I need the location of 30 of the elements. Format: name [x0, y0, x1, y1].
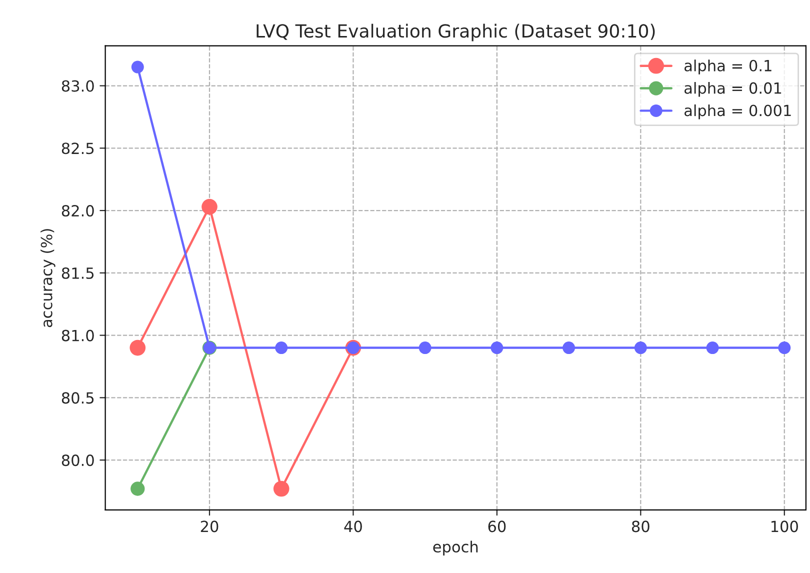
point [202, 198, 218, 215]
legend-label: alpha = 0.1 [684, 60, 772, 74]
x-tick-label: 60 [488, 520, 506, 532]
chart-title: LVQ Test Evaluation Graphic (Dataset 90:10) [256, 24, 655, 42]
y-tick-label: 81.5 [62, 267, 94, 279]
x-tick-label: 100 [771, 520, 798, 532]
point [634, 342, 647, 354]
point [418, 342, 432, 354]
point [706, 342, 719, 354]
y-axis-title: accuracy (%) [40, 229, 56, 328]
point [778, 342, 791, 354]
legend-label: alpha = 0.001 [684, 104, 791, 120]
y-tick-label: 82.5 [62, 142, 94, 154]
point [273, 480, 290, 497]
y-tick-label: 82.0 [62, 204, 94, 217]
y-tick-label: 83.0 [62, 80, 94, 92]
point [131, 60, 144, 74]
x-tick-label: 80 [632, 520, 650, 532]
x-axis-title: epoch [433, 540, 478, 556]
point [130, 482, 145, 496]
x-tick-label: 40 [344, 520, 362, 532]
point [490, 342, 504, 354]
y-tick-label: 80.5 [62, 392, 94, 404]
point [562, 342, 576, 354]
x-tick-label: 20 [200, 520, 218, 532]
legend-label: alpha = 0.01 [684, 82, 782, 97]
y-tick-label: 81.0 [62, 330, 94, 342]
point [275, 342, 288, 354]
point [130, 340, 146, 356]
y-tick-label: 80.0 [62, 454, 94, 466]
